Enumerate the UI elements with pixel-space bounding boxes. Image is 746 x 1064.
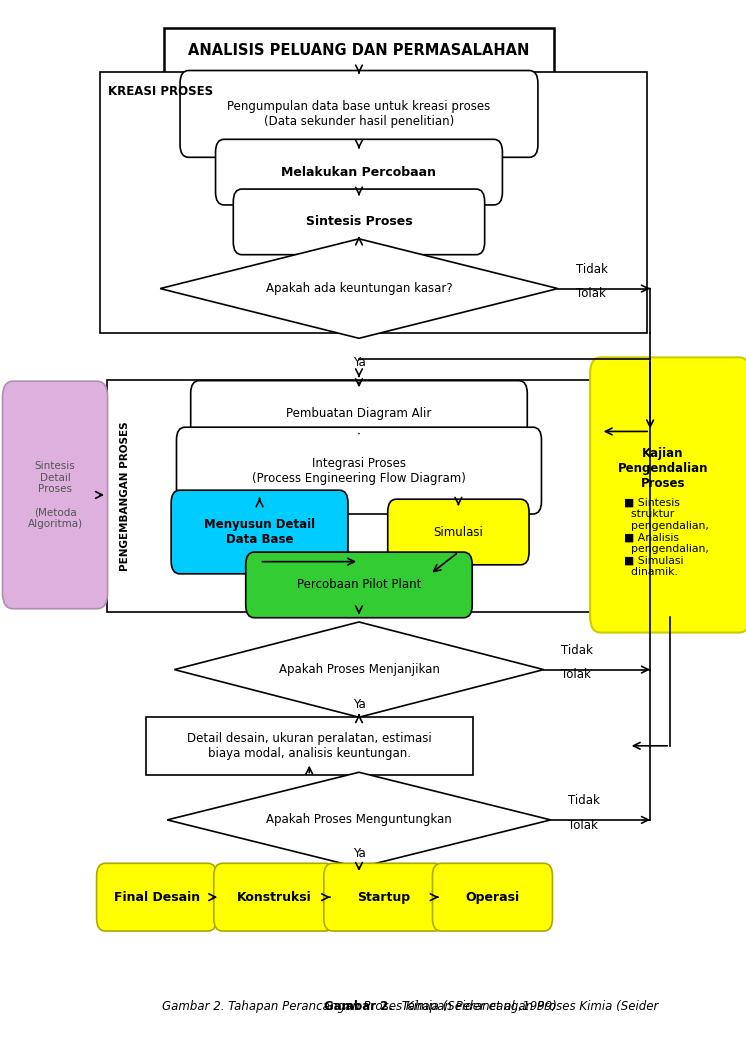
Text: Tahapan Perancangan Proses Kimia (Seider: Tahapan Perancangan Proses Kimia (Seider	[398, 1000, 662, 1013]
Text: Konstruksi: Konstruksi	[236, 891, 311, 903]
FancyBboxPatch shape	[214, 863, 333, 931]
Text: Melakukan Percobaan: Melakukan Percobaan	[281, 166, 436, 179]
Text: Integrasi Proses
(Process Engineering Flow Diagram): Integrasi Proses (Process Engineering Fl…	[252, 456, 466, 484]
Text: Gambar 2. Tahapan Perancangan Proses Kimia (Seider et al.,1999): Gambar 2. Tahapan Perancangan Proses Kim…	[162, 1000, 557, 1013]
Text: ■ Sintesis
  struktur
  pengendalian,
■ Analisis
  pengendalian,
■ Simulasi
  di: ■ Sintesis struktur pengendalian, ■ Anal…	[624, 498, 709, 577]
Text: Ya: Ya	[353, 698, 366, 711]
Text: Kajian
Pengendalian
Proses: Kajian Pengendalian Proses	[618, 447, 708, 491]
FancyBboxPatch shape	[177, 428, 542, 514]
Polygon shape	[160, 238, 558, 338]
Text: Tolak: Tolak	[568, 818, 598, 832]
FancyBboxPatch shape	[388, 499, 529, 565]
FancyBboxPatch shape	[233, 189, 485, 254]
FancyBboxPatch shape	[324, 863, 444, 931]
FancyBboxPatch shape	[107, 380, 607, 613]
Text: Simulasi: Simulasi	[433, 526, 483, 538]
Text: PENGEMBANGAN PROSES: PENGEMBANGAN PROSES	[119, 421, 130, 570]
FancyBboxPatch shape	[96, 863, 216, 931]
FancyBboxPatch shape	[146, 717, 473, 775]
Text: Sintesis
Detail
Proses

(Metoda
Algoritma): Sintesis Detail Proses (Metoda Algoritma…	[28, 461, 83, 529]
FancyBboxPatch shape	[245, 552, 472, 618]
Text: Operasi: Operasi	[466, 891, 519, 903]
FancyBboxPatch shape	[180, 70, 538, 157]
Text: KREASI PROSES: KREASI PROSES	[108, 85, 213, 98]
FancyBboxPatch shape	[171, 491, 348, 573]
Text: Menyusun Detail
Data Base: Menyusun Detail Data Base	[204, 518, 315, 546]
FancyBboxPatch shape	[191, 381, 527, 446]
Text: Tolak: Tolak	[576, 287, 606, 300]
Text: Apakah ada keuntungan kasar?: Apakah ada keuntungan kasar?	[266, 282, 452, 295]
Polygon shape	[167, 772, 551, 867]
Text: Percobaan Pilot Plant: Percobaan Pilot Plant	[297, 579, 421, 592]
Text: Detail desain, ukuran peralatan, estimasi
biaya modal, analisis keuntungan.: Detail desain, ukuran peralatan, estimas…	[187, 732, 432, 760]
Text: Ya: Ya	[353, 356, 366, 369]
Text: Apakah Proses Menguntungkan: Apakah Proses Menguntungkan	[266, 813, 452, 827]
FancyBboxPatch shape	[100, 71, 647, 333]
Text: Gambar 2.: Gambar 2.	[325, 1000, 393, 1013]
Text: Tidak: Tidak	[561, 644, 593, 658]
FancyBboxPatch shape	[433, 863, 553, 931]
Text: ANALISIS PELUANG DAN PERMASALAHAN: ANALISIS PELUANG DAN PERMASALAHAN	[188, 43, 530, 57]
Text: Pembuatan Diagram Alir: Pembuatan Diagram Alir	[286, 406, 432, 420]
Text: Tidak: Tidak	[568, 795, 601, 808]
Text: Final Desain: Final Desain	[113, 891, 200, 903]
Text: Sintesis Proses: Sintesis Proses	[306, 215, 413, 229]
FancyBboxPatch shape	[163, 28, 554, 72]
Text: Tolak: Tolak	[561, 668, 592, 681]
FancyBboxPatch shape	[216, 139, 502, 205]
Text: Apakah Proses Menjanjikan: Apakah Proses Menjanjikan	[278, 663, 439, 676]
Text: Tidak: Tidak	[576, 263, 607, 276]
Text: Pengumpulan data base untuk kreasi proses
(Data sekunder hasil penelitian): Pengumpulan data base untuk kreasi prose…	[228, 100, 491, 128]
FancyBboxPatch shape	[590, 358, 746, 633]
Text: Ya: Ya	[353, 847, 366, 861]
Text: Startup: Startup	[357, 891, 410, 903]
FancyBboxPatch shape	[2, 381, 107, 609]
Polygon shape	[175, 622, 544, 717]
